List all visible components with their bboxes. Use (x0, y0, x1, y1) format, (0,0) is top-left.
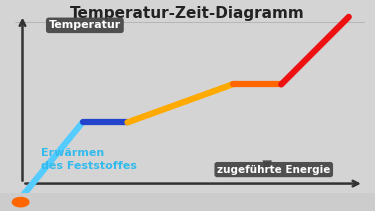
Text: Temperatur: Temperatur (49, 20, 121, 30)
Polygon shape (262, 160, 272, 175)
Text: Erwärmen
des Feststoffes: Erwärmen des Feststoffes (41, 148, 137, 171)
Text: alpha-lernen.de: alpha-lernen.de (49, 200, 120, 209)
Text: Temperatur-Zeit-Diagramm: Temperatur-Zeit-Diagramm (70, 6, 305, 21)
Text: Grafik: BR: Grafik: BR (318, 200, 364, 209)
Text: zugeführte Energie: zugeführte Energie (217, 165, 330, 174)
